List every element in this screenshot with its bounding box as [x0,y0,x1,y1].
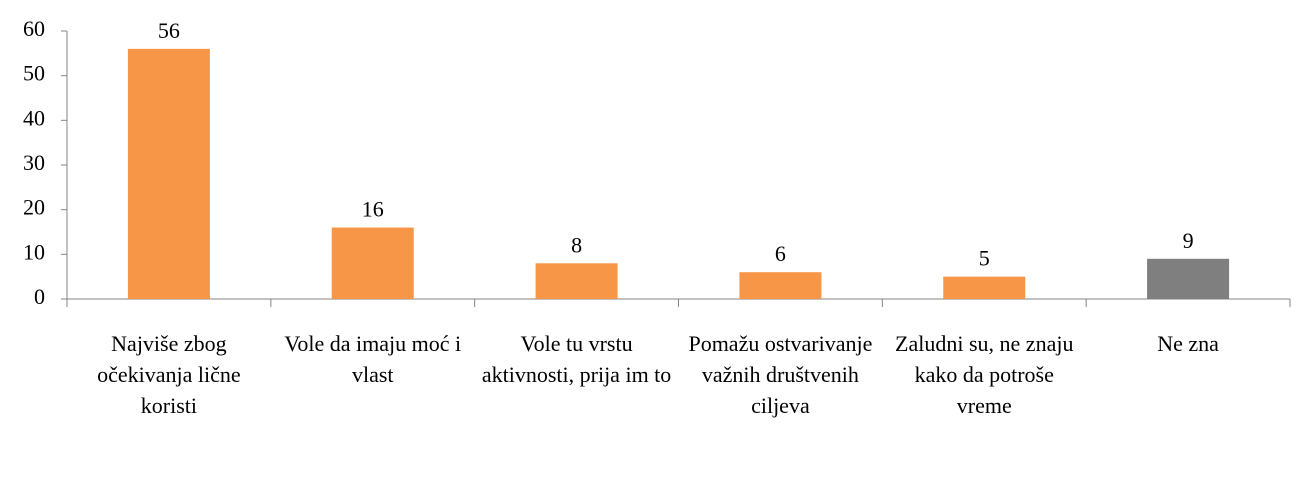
data-label: 6 [775,241,786,266]
data-label: 5 [979,246,990,271]
bar [535,263,618,299]
y-tick-label: 10 [23,239,45,264]
bar [331,227,414,299]
data-label: 16 [362,197,384,222]
bar [943,276,1026,299]
data-label: 8 [571,232,582,257]
data-label: 9 [1183,228,1194,253]
x-tick-label: Zaludni su, ne znaju kako da potroše vre… [895,331,1074,418]
bar [127,48,210,299]
y-tick-label: 20 [23,195,45,220]
data-label: 56 [158,18,180,43]
y-tick-label: 50 [23,61,45,86]
x-tick-label: Ne zna [1157,331,1219,356]
bar [1147,258,1230,299]
y-tick-label: 60 [23,16,45,41]
bar [739,272,822,299]
x-tick-label: Najviše zbog očekivanja lične koristi [97,331,241,418]
y-tick-label: 30 [23,150,45,175]
y-tick-label: 0 [34,284,45,309]
x-tick-label: Vole da imaju moć i vlast [284,331,462,387]
x-tick-label: Pomažu ostvarivanje važnih društvenih ci… [688,331,873,418]
y-tick-label: 40 [23,105,45,130]
x-tick-label: Vole tu vrstu aktivnosti, prija im to [481,331,672,387]
